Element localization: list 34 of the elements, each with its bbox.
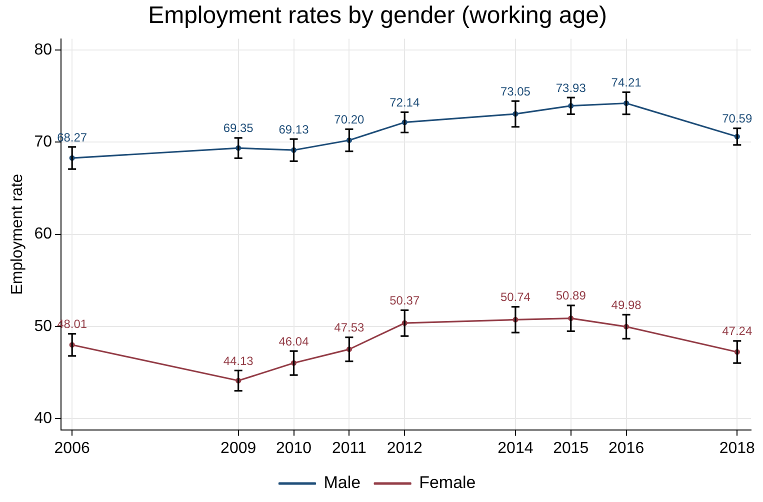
data-label: 50.74 [500, 290, 531, 304]
data-label: 72.14 [390, 96, 420, 110]
x-tick-label: 2018 [719, 440, 756, 457]
data-label: 73.93 [556, 80, 586, 95]
legend-label: Male [324, 473, 361, 492]
y-tick-label: 80 [34, 41, 52, 58]
data-label: 50.89 [556, 288, 586, 303]
data-label: 46.04 [278, 334, 310, 348]
data-label: 74.21 [611, 76, 642, 90]
x-tick-label: 2015 [553, 440, 589, 457]
x-tick-label: 2012 [386, 440, 423, 457]
data-label: 49.98 [611, 298, 642, 312]
y-tick-label: 60 [34, 226, 52, 243]
data-label: 70.59 [722, 112, 752, 126]
y-axis-title: Employment rate [9, 174, 26, 295]
data-label: 47.24 [722, 324, 752, 338]
data-label: 73.05 [500, 84, 531, 98]
data-label: 69.35 [223, 121, 254, 136]
data-label: 47.53 [334, 320, 365, 335]
data-label: 44.13 [223, 354, 254, 368]
x-tick-label: 2016 [608, 440, 644, 457]
x-tick-label: 2009 [220, 440, 256, 457]
y-tick-label: 70 [34, 133, 52, 150]
x-tick-label: 2011 [332, 440, 366, 457]
x-tick-label: 2014 [498, 440, 534, 457]
y-tick-label: 40 [34, 410, 52, 428]
legend-label: Female [419, 473, 476, 492]
data-label: 50.37 [390, 294, 420, 308]
y-tick-label: 50 [34, 318, 52, 335]
data-label: 69.13 [278, 122, 310, 136]
data-label: 70.20 [334, 112, 365, 126]
x-tick-label: 2010 [276, 440, 312, 457]
chart-title: Employment rates by gender (working age) [148, 2, 607, 30]
x-tick-label: 2006 [54, 440, 90, 457]
